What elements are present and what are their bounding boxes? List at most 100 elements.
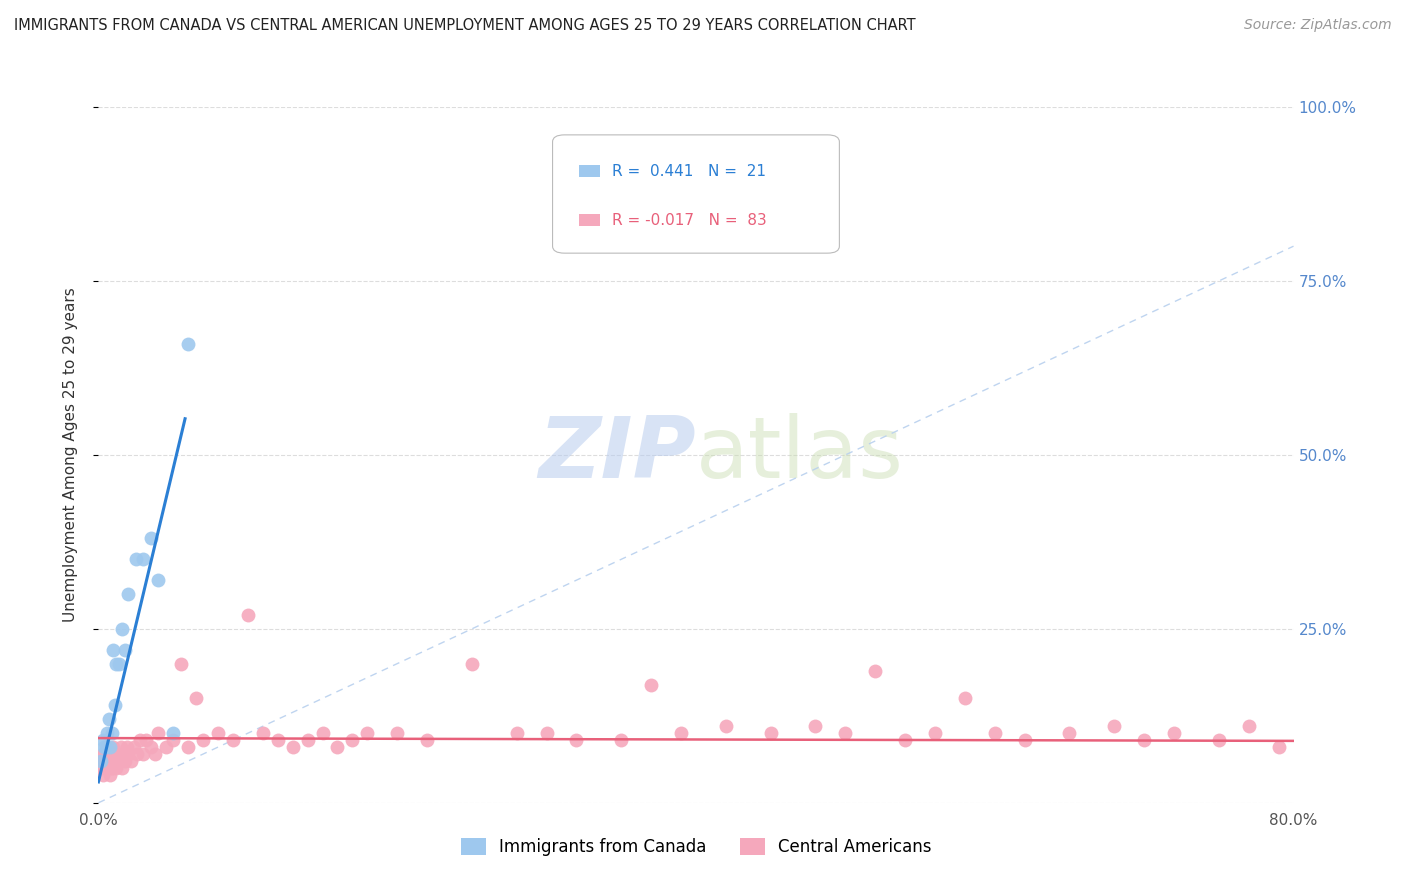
Point: [252, 726, 274, 740]
Point: [105, 761, 128, 775]
Point: [222, 733, 245, 747]
Point: [100, 740, 122, 755]
Point: [207, 726, 229, 740]
Point: [1014, 733, 1036, 747]
Point: [155, 740, 177, 755]
Point: [342, 733, 364, 747]
Point: [114, 642, 136, 657]
Point: [177, 740, 200, 755]
Point: [894, 733, 917, 747]
Point: [191, 733, 214, 747]
FancyBboxPatch shape: [579, 165, 600, 178]
Point: [311, 726, 333, 740]
Point: [115, 740, 138, 755]
Text: Source: ZipAtlas.com: Source: ZipAtlas.com: [1244, 18, 1392, 32]
Point: [1237, 719, 1260, 733]
Point: [91, 768, 114, 782]
Point: [297, 733, 319, 747]
Point: [1059, 726, 1081, 740]
Point: [108, 754, 131, 768]
Point: [177, 336, 200, 351]
Point: [97, 754, 120, 768]
Point: [953, 691, 976, 706]
Point: [103, 747, 125, 761]
Point: [111, 622, 134, 636]
Point: [124, 740, 146, 755]
Point: [91, 747, 114, 761]
Point: [103, 740, 125, 755]
Text: IMMIGRANTS FROM CANADA VS CENTRAL AMERICAN UNEMPLOYMENT AMONG AGES 25 TO 29 YEAR: IMMIGRANTS FROM CANADA VS CENTRAL AMERIC…: [14, 18, 915, 33]
Point: [162, 726, 184, 740]
Point: [108, 657, 131, 671]
Point: [565, 733, 588, 747]
Point: [759, 726, 782, 740]
Point: [103, 642, 125, 657]
Point: [1133, 733, 1156, 747]
Point: [416, 733, 439, 747]
Point: [132, 552, 155, 566]
Point: [90, 754, 112, 768]
Point: [281, 740, 304, 755]
Point: [924, 726, 946, 740]
Point: [669, 726, 692, 740]
Point: [1267, 740, 1289, 755]
Point: [117, 747, 139, 761]
Point: [93, 747, 115, 761]
Point: [89, 754, 111, 768]
Point: [610, 733, 633, 747]
Point: [101, 726, 124, 740]
Point: [461, 657, 484, 671]
Point: [1104, 719, 1126, 733]
Point: [101, 761, 124, 775]
Point: [91, 733, 114, 747]
Text: R =  0.441   N =  21: R = 0.441 N = 21: [613, 163, 766, 178]
Point: [114, 754, 136, 768]
Point: [104, 754, 127, 768]
Point: [804, 719, 827, 733]
Point: [125, 552, 148, 566]
Point: [127, 747, 149, 761]
Point: [640, 677, 662, 691]
Point: [139, 532, 162, 546]
Point: [90, 761, 112, 775]
Point: [89, 761, 111, 775]
Point: [1163, 726, 1185, 740]
Point: [536, 726, 558, 740]
Point: [148, 726, 170, 740]
Point: [162, 733, 184, 747]
Point: [107, 747, 129, 761]
Point: [101, 761, 124, 775]
Point: [184, 691, 207, 706]
Point: [865, 664, 887, 678]
Point: [132, 747, 155, 761]
Point: [112, 747, 135, 761]
Point: [169, 657, 191, 671]
Point: [90, 754, 112, 768]
Point: [104, 754, 127, 768]
Point: [94, 740, 117, 755]
Point: [105, 657, 128, 671]
Point: [356, 726, 378, 740]
Point: [984, 726, 1007, 740]
Point: [326, 740, 349, 755]
Point: [506, 726, 529, 740]
FancyBboxPatch shape: [553, 135, 839, 253]
Point: [94, 761, 117, 775]
Point: [94, 761, 117, 775]
Text: ZIP: ZIP: [538, 413, 696, 497]
Point: [120, 754, 142, 768]
Point: [834, 726, 856, 740]
Point: [135, 733, 157, 747]
Legend: Immigrants from Canada, Central Americans: Immigrants from Canada, Central American…: [453, 830, 939, 864]
Point: [97, 712, 120, 726]
Point: [385, 726, 409, 740]
Point: [93, 754, 115, 768]
Point: [97, 754, 120, 768]
Point: [96, 726, 118, 740]
Point: [139, 740, 162, 755]
Point: [93, 740, 115, 755]
Y-axis label: Unemployment Among Ages 25 to 29 years: Unemployment Among Ages 25 to 29 years: [63, 287, 77, 623]
Point: [143, 747, 166, 761]
Point: [110, 740, 132, 755]
Text: atlas: atlas: [696, 413, 904, 497]
